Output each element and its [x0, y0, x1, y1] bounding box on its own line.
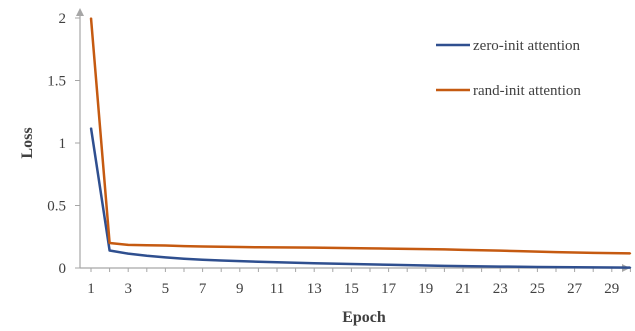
y-tick-label: 0 [59, 261, 67, 277]
x-tick-label: 23 [493, 281, 508, 297]
series-layer [89, 17, 632, 269]
data-point [127, 252, 129, 255]
data-point [518, 265, 520, 268]
y-axis-title: Loss [19, 127, 36, 158]
x-tick-label: 29 [604, 281, 619, 297]
data-point [183, 257, 185, 260]
data-point [592, 252, 594, 254]
data-point [90, 17, 92, 19]
data-point [425, 248, 427, 250]
data-point [220, 245, 222, 248]
series-line [89, 127, 631, 269]
data-point [536, 250, 539, 253]
x-tick-label: 17 [381, 281, 397, 297]
data-point [443, 265, 446, 267]
data-point [611, 266, 613, 269]
series-1 [89, 17, 632, 255]
y-tick-label: 0.5 [47, 199, 66, 215]
data-point [518, 250, 520, 252]
data-point [499, 265, 502, 268]
legend-label: rand-init attention [473, 83, 581, 99]
data-point [629, 252, 632, 255]
data-point [257, 246, 260, 249]
data-point [350, 247, 353, 249]
data-point [276, 246, 278, 249]
data-point [108, 249, 111, 252]
data-point [480, 265, 483, 268]
legend-label: zero-init attention [473, 38, 581, 54]
data-point [499, 249, 502, 252]
data-point [369, 263, 371, 266]
y-axis-arrow [76, 8, 84, 16]
data-point [146, 254, 148, 257]
x-axis-title: Epoch [342, 309, 386, 326]
data-point [164, 256, 167, 259]
data-point [294, 261, 297, 264]
data-point [480, 249, 483, 252]
data-point [387, 263, 390, 266]
data-point [108, 242, 111, 244]
series-0 [89, 127, 632, 269]
data-point [257, 260, 260, 263]
data-point [313, 262, 316, 265]
x-tick-label: 1 [87, 281, 95, 297]
y-tick-label: 1 [59, 136, 67, 152]
data-point [573, 266, 576, 269]
data-point [573, 251, 576, 254]
y-tick-label: 2 [59, 11, 67, 27]
x-tick-label: 5 [162, 281, 170, 297]
x-tick-label: 9 [236, 281, 244, 297]
data-point [332, 262, 334, 265]
data-point [462, 265, 464, 267]
x-tick-label: 7 [199, 281, 207, 297]
data-point [183, 245, 185, 247]
x-tick-label: 25 [530, 281, 545, 297]
x-tick-label: 11 [270, 281, 284, 297]
x-tick-label: 15 [344, 281, 359, 297]
series-line [89, 17, 631, 255]
data-point [127, 244, 129, 246]
y-tick-label: 1.5 [47, 74, 66, 90]
data-point [555, 251, 557, 253]
data-point [406, 264, 409, 266]
x-tick-label: 27 [567, 281, 583, 297]
data-point [146, 244, 148, 247]
axes: 00.511.521 3 5 7 9 11 13 15 17 19 21 23 25 27 29 [47, 8, 631, 297]
data-point [611, 252, 613, 254]
x-tick-label: 21 [456, 281, 471, 297]
data-point [592, 266, 594, 269]
data-point [369, 247, 371, 250]
data-point [406, 248, 409, 250]
data-point [350, 263, 353, 265]
data-point [294, 246, 297, 249]
data-point [536, 266, 539, 268]
data-point [425, 264, 427, 267]
data-point [239, 260, 241, 262]
data-point [555, 266, 557, 268]
x-tick-label: 13 [307, 281, 322, 297]
x-tick-label: 19 [418, 281, 433, 297]
data-point [239, 246, 241, 248]
data-point [629, 266, 632, 269]
data-point [90, 127, 92, 129]
x-tick-label: 3 [124, 281, 132, 297]
data-point [220, 259, 222, 262]
data-point [443, 248, 446, 251]
data-point [201, 258, 204, 261]
data-point [276, 261, 278, 264]
data-point [387, 247, 390, 250]
data-point [462, 249, 464, 251]
data-point [332, 247, 334, 249]
data-point [313, 246, 316, 249]
legend: zero-init attention rand-init attention [436, 38, 581, 99]
data-point [201, 245, 204, 248]
data-point [164, 244, 167, 247]
